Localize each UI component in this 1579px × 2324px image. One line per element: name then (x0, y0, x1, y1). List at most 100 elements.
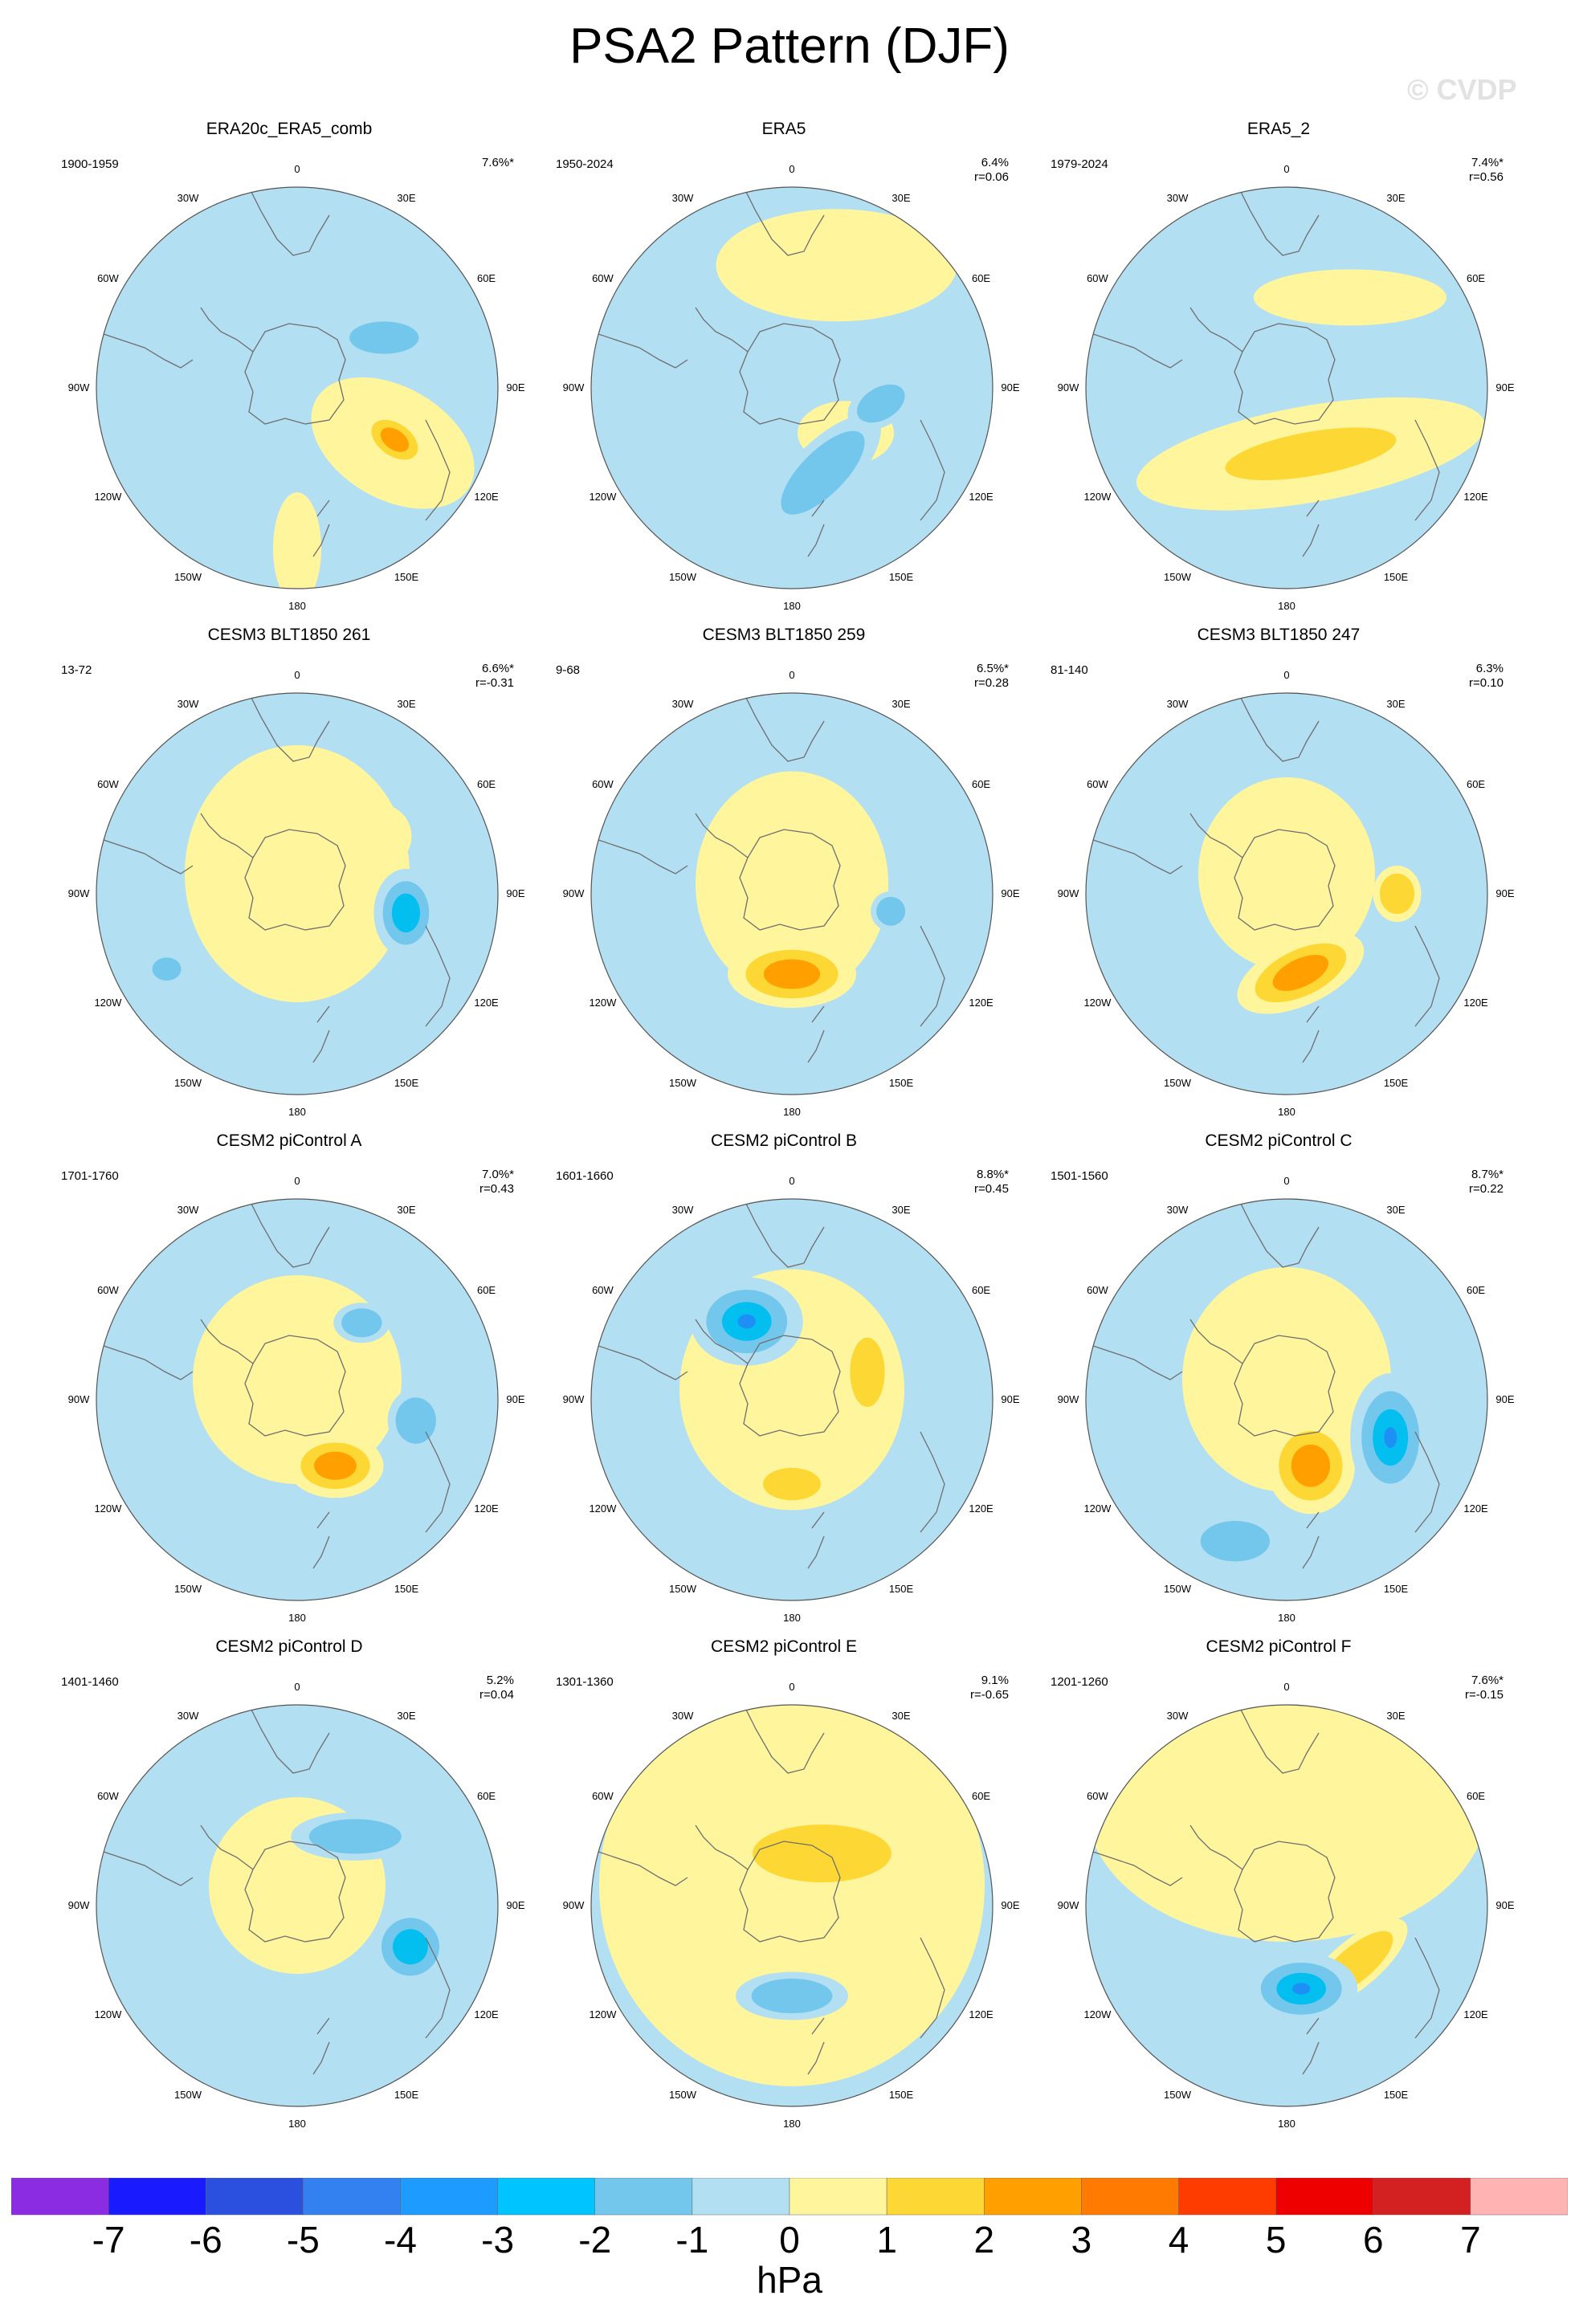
polar-map (1085, 186, 1488, 589)
pattern-correlation: r=0.22 (1469, 1182, 1504, 1196)
longitude-label: 90E (1495, 1899, 1515, 1911)
longitude-label: 180 (783, 600, 801, 612)
negative-anomaly (308, 1819, 402, 1854)
coastline (920, 1937, 945, 2039)
longitude-label: 30E (1386, 1204, 1406, 1217)
longitude-label: 150E (1383, 1076, 1409, 1089)
longitude-label: 60E (1466, 1790, 1486, 1802)
negative-anomaly (392, 1929, 428, 1965)
longitude-label: 30W (671, 192, 694, 205)
coastline (920, 419, 945, 521)
panel-grid: ERA20c_ERA5_comb 1900-1959 7.6%* 0 30E 60E 90E… (48, 119, 1520, 2134)
pattern-correlation: r=0.28 (974, 676, 1009, 690)
coastline (695, 813, 749, 858)
colorbar-segment (594, 2178, 693, 2216)
coastline (807, 2017, 825, 2075)
coastline (1086, 1849, 1183, 1886)
longitude-label: 90W (562, 381, 585, 393)
map-panel: CESM2 piControl F 1201-1260 7.6%* r=-0.15 0 3… (1038, 1637, 1520, 2134)
variance-pct: 8.7%* (1471, 1168, 1504, 1181)
longitude-label: 150E (394, 2088, 419, 2101)
coastline (1414, 1937, 1440, 2039)
colorbar-segment (108, 2178, 206, 2216)
map-panel: ERA20c_ERA5_comb 1900-1959 7.6%* 0 30E 60E 90E… (48, 119, 530, 617)
longitude-label: 120W (589, 2008, 617, 2020)
longitude-label: 90W (562, 1899, 585, 1911)
coastline (312, 499, 330, 557)
longitude-label: 120E (969, 491, 994, 503)
longitude-label: 180 (288, 2118, 306, 2130)
map-border (96, 692, 499, 1095)
longitude-label: 60W (1087, 778, 1108, 790)
colorbar-segment (789, 2178, 887, 2216)
panel-years: 1501-1560 (1051, 1169, 1108, 1183)
map-border (1085, 1704, 1488, 2107)
positive-anomaly (380, 427, 410, 452)
coastline (1302, 1005, 1320, 1063)
panel-variance: 6.5%* r=0.28 (974, 662, 1009, 691)
longitude-label: 150E (888, 1076, 914, 1089)
longitude-label: 60W (97, 1790, 119, 1802)
longitude-label: 30W (1166, 192, 1189, 205)
coastline (807, 499, 825, 557)
positive-anomaly (1225, 427, 1397, 481)
longitude-label: 0 (294, 669, 300, 681)
longitude-label: 90W (67, 1393, 90, 1405)
negative-anomaly (391, 893, 421, 933)
colorbar-tick: 0 (779, 2219, 800, 2261)
coastline (1086, 331, 1183, 369)
coastline (739, 1841, 841, 1943)
longitude-label: 90E (506, 887, 525, 899)
longitude-label: 60E (476, 1790, 496, 1802)
longitude-label: 0 (1283, 669, 1290, 681)
panel-title: CESM2 piControl D (215, 1637, 363, 1656)
polar-map (1085, 1198, 1488, 1601)
longitude-label: 150E (888, 1582, 914, 1595)
longitude-label: 60E (476, 778, 496, 790)
longitude-label: 120E (1463, 1502, 1488, 1515)
longitude-label: 120W (1083, 1502, 1112, 1515)
polar-map (96, 186, 499, 589)
longitude-label: 150E (394, 1582, 419, 1595)
longitude-label: 90W (67, 887, 90, 899)
coastline (1189, 1825, 1243, 1870)
longitude-label: 90E (506, 1393, 525, 1405)
panel-title: CESM2 piControl F (1206, 1637, 1352, 1656)
map-panel: ERA5_2 1979-2024 7.4%* r=0.56 0 30E 60E 90E 120E… (1038, 119, 1520, 617)
coastline (1414, 925, 1440, 1027)
colorbar-segment (497, 2178, 595, 2216)
colorbar-tick: 1 (876, 2219, 897, 2261)
longitude-label: 90E (506, 1899, 525, 1911)
longitude-label: 150W (174, 2088, 202, 2101)
coastline (1238, 693, 1320, 762)
positive-anomaly (850, 1337, 885, 1407)
coastline (695, 1825, 749, 1870)
polar-map (96, 1198, 499, 1601)
panel-years: 1701-1760 (61, 1169, 119, 1183)
map-panel: CESM2 piControl D 1401-1460 5.2% r=0.04 0 30E… (48, 1637, 530, 2134)
longitude-label: 30E (1386, 1710, 1406, 1723)
panel-years: 9-68 (556, 663, 581, 677)
pattern-correlation: r=0.04 (479, 1688, 514, 1702)
coastline (920, 925, 945, 1027)
longitude-label: 90E (1495, 1393, 1515, 1405)
map-border (96, 1198, 499, 1601)
panel-variance: 7.6%* r=-0.15 (1465, 1674, 1504, 1702)
colorbar-segment (1178, 2178, 1276, 2216)
positive-anomaly (716, 209, 957, 322)
coastline (1234, 829, 1336, 931)
colorbar-tick: 6 (1362, 2219, 1384, 2261)
coastline (425, 419, 451, 521)
longitude-label: 30W (177, 192, 199, 205)
map-panel: ERA5 1950-2024 6.4% r=0.06 0 30E 60E 90E 120E 150… (543, 119, 1025, 617)
variance-pct: 8.8%* (976, 1168, 1009, 1181)
panel-years: 1950-2024 (556, 157, 614, 171)
longitude-label: 30W (177, 1204, 199, 1217)
colorbar-segment (1081, 2178, 1179, 2216)
longitude-label: 0 (294, 1175, 300, 1187)
longitude-label: 0 (789, 1175, 795, 1187)
panel-variance: 6.3% r=0.10 (1469, 662, 1504, 691)
map-panel: CESM3 BLT1850 247 81-140 6.3% r=0.10 0 30E 60E… (1038, 625, 1520, 1123)
longitude-label: 180 (288, 600, 306, 612)
coastline (1238, 1705, 1320, 1774)
